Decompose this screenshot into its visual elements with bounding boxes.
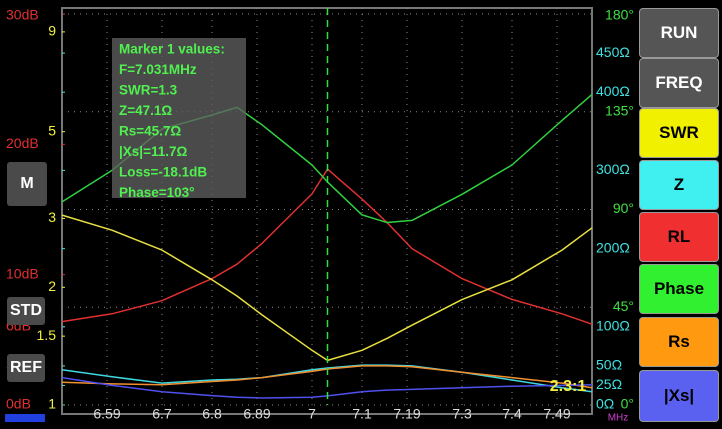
marker-text: |Xs|=11.7Ω <box>119 144 187 159</box>
marker-text: Phase=103° <box>119 185 195 200</box>
mode-button[interactable]: Rs <box>639 317 719 367</box>
mode-button[interactable]: Z <box>639 160 719 210</box>
marker-text: Rs=45.7Ω <box>119 124 181 139</box>
marker-text: Marker 1 values: <box>119 42 225 57</box>
x-tick-label: 6.7 <box>152 406 172 422</box>
x-tick-label: 7.1 <box>352 406 372 422</box>
marker-text: Z=47.1Ω <box>119 103 172 118</box>
z-tick-label: 50Ω <box>596 357 622 373</box>
rl-tick-label: 20dB <box>6 135 39 151</box>
x-tick-label: 6.8 <box>202 406 222 422</box>
x-tick-label: 7.3 <box>452 406 472 422</box>
marker-text: F=7.031MHz <box>119 62 197 77</box>
swr-tick-label: 1 <box>48 396 56 412</box>
x-tick-label: 7 <box>308 406 316 422</box>
phase-tick-label: 45° <box>613 298 634 314</box>
swr-tick-label: 9 <box>48 23 56 39</box>
mode-button[interactable]: |Xs| <box>639 370 719 422</box>
z-tick-label: 100Ω <box>596 318 630 334</box>
mode-button[interactable]: RUN <box>639 8 719 58</box>
rl-tick-label: 30dB <box>6 7 39 23</box>
marker-text: SWR=1.3 <box>119 83 178 98</box>
mode-button[interactable]: FREQ <box>639 58 719 108</box>
side-button[interactable]: M <box>7 162 47 206</box>
side-button[interactable]: STD <box>7 297 45 325</box>
phase-tick-label: 180° <box>605 7 634 23</box>
indicator <box>5 414 45 422</box>
marker-box <box>112 38 246 198</box>
swr-ratio: 2.3:1 <box>550 378 587 395</box>
phase-tick-label: 90° <box>613 200 634 216</box>
side-button[interactable]: REF <box>7 354 45 382</box>
x-unit: MHz <box>608 413 629 424</box>
x-tick-label: 6.59 <box>93 406 120 422</box>
z-tick-label: 300Ω <box>596 161 630 177</box>
swr-tick-label: 5 <box>48 122 56 138</box>
swr-tick-label: 1.5 <box>37 327 57 343</box>
mode-button[interactable]: Phase <box>639 264 719 314</box>
marker-text: Loss=-18.1dB <box>119 165 207 180</box>
phase-tick-label: 135° <box>605 102 634 118</box>
phase-tick-label: 0° <box>621 396 634 412</box>
rl-tick-label: 10dB <box>6 265 39 281</box>
mode-button[interactable]: SWR <box>639 108 719 158</box>
x-tick-label: 7.49 <box>543 406 570 422</box>
z-tick-label: 400Ω <box>596 83 630 99</box>
z-tick-label: 25Ω <box>596 376 622 392</box>
x-tick-label: 6.89 <box>243 406 270 422</box>
swr-tick-label: 3 <box>48 209 56 225</box>
mode-button[interactable]: RL <box>639 212 719 262</box>
x-tick-label: 7.19 <box>393 406 420 422</box>
z-tick-label: 0Ω <box>596 396 614 412</box>
swr-tick-label: 2 <box>48 278 56 294</box>
z-tick-label: 450Ω <box>596 44 630 60</box>
x-tick-label: 7.4 <box>502 406 522 422</box>
z-tick-label: 200Ω <box>596 239 630 255</box>
rl-tick-label: 0dB <box>6 396 31 412</box>
